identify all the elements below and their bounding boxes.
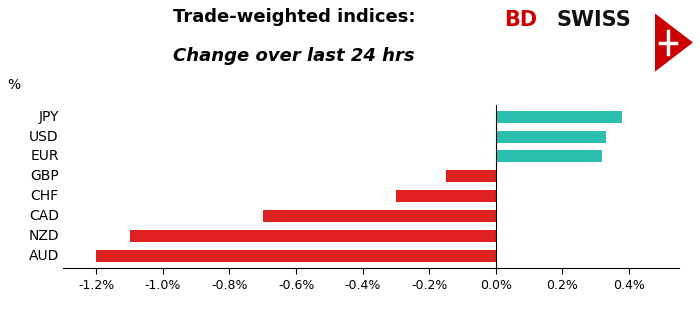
- Text: Trade-weighted indices:: Trade-weighted indices:: [173, 8, 415, 26]
- Text: BD: BD: [504, 10, 537, 30]
- Text: SWISS: SWISS: [556, 10, 631, 30]
- Bar: [496, 150, 603, 163]
- Bar: [97, 250, 496, 262]
- Polygon shape: [654, 13, 693, 72]
- Text: %: %: [7, 77, 20, 92]
- Bar: [262, 210, 496, 222]
- Bar: [496, 111, 622, 123]
- Bar: [130, 230, 496, 242]
- Bar: [396, 190, 496, 202]
- Bar: [446, 170, 496, 182]
- Bar: [496, 130, 606, 143]
- Text: Change over last 24 hrs: Change over last 24 hrs: [173, 47, 415, 65]
- Title: Trade-weighted indices:
$\bf{\it{Change\ over\ last\ 24\ hrs}}$: Trade-weighted indices: $\bf{\it{Change\…: [0, 326, 1, 327]
